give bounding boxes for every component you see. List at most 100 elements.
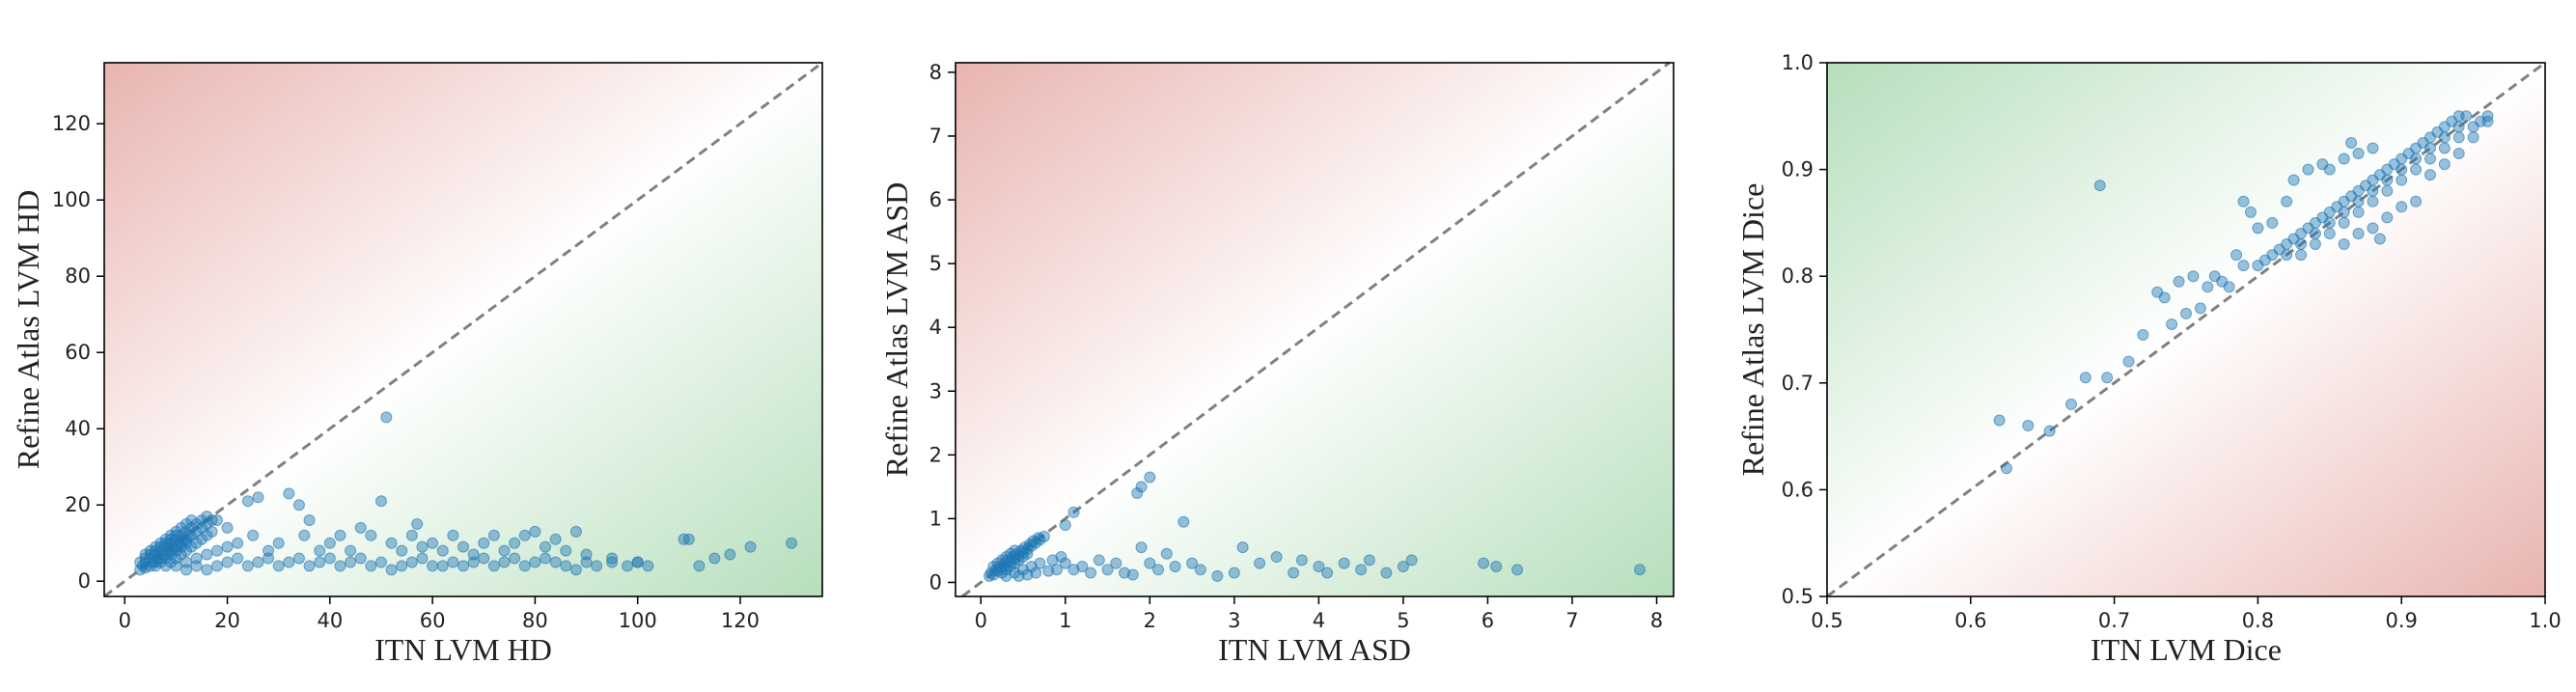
y-tick-label: 7: [929, 125, 942, 148]
data-point: [2352, 227, 2365, 239]
data-point: [2367, 142, 2379, 154]
identity-line: [1826, 61, 2546, 598]
data-point: [1380, 567, 1393, 579]
data-point: [292, 499, 305, 512]
data-point: [724, 548, 736, 561]
data-point: [1131, 486, 1144, 499]
data-point: [987, 560, 1000, 572]
axes-frame: [103, 62, 823, 597]
y-tick-label: 1: [929, 507, 942, 530]
data-point: [447, 556, 459, 568]
data-point: [210, 514, 223, 526]
data-point: [365, 560, 377, 572]
data-point: [2323, 216, 2336, 229]
data-point: [436, 560, 449, 572]
data-point: [1101, 564, 1114, 576]
data-points: [134, 411, 798, 576]
data-point: [416, 540, 429, 553]
data-point: [334, 529, 346, 541]
data-point: [1059, 557, 1071, 569]
data-point: [606, 552, 619, 565]
data-point: [2467, 131, 2479, 144]
data-point: [2452, 121, 2465, 133]
data-point: [1194, 564, 1206, 576]
data-point: [1042, 565, 1055, 577]
data-point: [447, 529, 459, 541]
data-points: [983, 471, 1646, 582]
data-point: [2079, 372, 2091, 384]
data-point: [518, 529, 531, 541]
data-point: [2244, 206, 2257, 218]
data-point: [396, 560, 408, 572]
data-point: [365, 529, 377, 541]
data-point: [2345, 136, 2358, 149]
data-point: [478, 552, 490, 565]
data-point: [682, 533, 695, 545]
data-point: [427, 560, 439, 572]
data-point: [2093, 180, 2106, 192]
data-point: [2424, 152, 2436, 165]
data-point: [1055, 551, 1067, 564]
data-point: [201, 564, 213, 576]
data-point: [1119, 567, 1131, 579]
data-point: [2352, 206, 2365, 218]
x-axis-label: ITN LVM HD: [374, 632, 552, 667]
data-point: [509, 537, 521, 549]
x-tick-label: 0.6: [1954, 609, 1986, 632]
data-point: [2438, 131, 2451, 144]
data-point: [2338, 152, 2350, 165]
y-tick-label: 4: [929, 316, 942, 339]
data-point: [569, 525, 582, 538]
data-point: [144, 544, 156, 557]
data-point: [1397, 560, 1409, 572]
data-point: [1059, 519, 1071, 532]
data-point: [1288, 567, 1300, 579]
y-tick-label: 0.9: [1782, 158, 1814, 181]
data-point: [396, 544, 408, 557]
data-point: [2223, 281, 2235, 293]
data-point: [2338, 238, 2350, 251]
y-tick-label: 1.0: [1782, 51, 1814, 74]
data-point: [1490, 560, 1503, 572]
data-point: [2064, 398, 2077, 410]
data-point: [2309, 227, 2321, 239]
data-point: [2122, 355, 2135, 368]
data-point: [1085, 567, 1097, 579]
data-point: [1211, 569, 1224, 582]
data-point: [2194, 302, 2206, 315]
data-point: [1160, 547, 1173, 560]
data-point: [498, 544, 511, 557]
y-tick-label: 60: [65, 341, 91, 364]
data-point: [1152, 564, 1165, 576]
data-point: [221, 540, 234, 553]
data-point: [2252, 222, 2264, 235]
data-point: [206, 525, 218, 538]
data-point: [241, 560, 254, 572]
data-point: [591, 560, 603, 572]
data-point: [303, 514, 316, 526]
data-point: [1511, 564, 1524, 576]
data-point: [2001, 462, 2012, 475]
data-point: [2295, 249, 2308, 262]
data-point: [1135, 541, 1148, 554]
data-point: [457, 560, 469, 572]
data-point: [549, 556, 562, 568]
data-point: [1038, 530, 1050, 542]
data-point: [263, 544, 275, 557]
x-tick-label: 2: [1144, 609, 1156, 632]
x-tick-label: 0: [975, 609, 987, 632]
data-point: [405, 556, 418, 568]
data-point: [1313, 560, 1325, 572]
data-point: [416, 552, 429, 565]
x-tick-label: 0.5: [1811, 609, 1842, 632]
identity-line: [961, 61, 1671, 598]
data-point: [2396, 174, 2408, 186]
x-tick-label: 0.9: [2385, 609, 2417, 632]
data-point: [1355, 564, 1368, 576]
x-tick-label: 4: [1313, 609, 1325, 632]
data-point: [2302, 163, 2314, 176]
data-point: [1228, 567, 1240, 579]
data-point: [2266, 216, 2279, 229]
data-point: [580, 548, 593, 561]
